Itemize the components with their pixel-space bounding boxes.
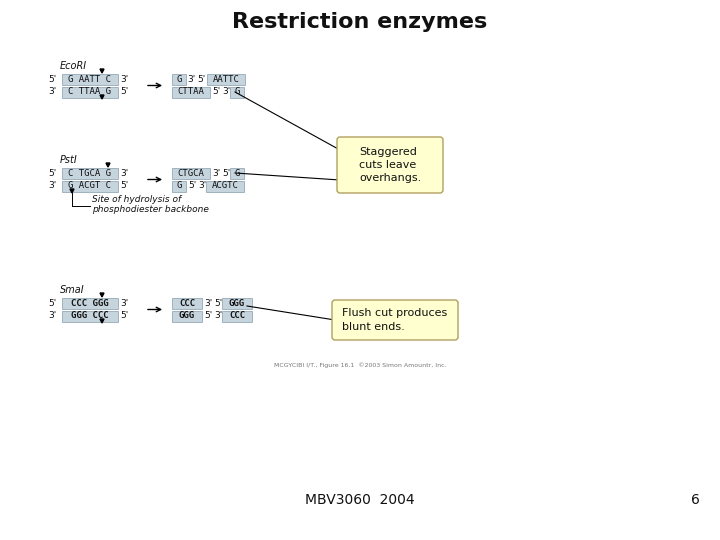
Polygon shape (100, 69, 104, 73)
Text: CCC: CCC (179, 299, 195, 307)
Text: 5': 5' (212, 87, 220, 97)
Text: 5': 5' (188, 181, 197, 191)
Text: 3': 3' (204, 299, 212, 307)
Text: CTGCA: CTGCA (178, 168, 204, 178)
FancyBboxPatch shape (172, 73, 186, 84)
FancyBboxPatch shape (337, 137, 443, 193)
FancyBboxPatch shape (172, 180, 186, 192)
Text: 3': 3' (120, 168, 128, 178)
Text: 5': 5' (204, 312, 212, 321)
Text: PstI: PstI (60, 155, 78, 165)
FancyBboxPatch shape (230, 86, 244, 98)
Polygon shape (100, 95, 104, 99)
Text: 5': 5' (214, 299, 222, 307)
Text: 3': 3' (222, 87, 230, 97)
Text: ACGTC: ACGTC (212, 181, 238, 191)
Text: 5': 5' (48, 299, 56, 307)
FancyBboxPatch shape (172, 86, 210, 98)
Text: 3': 3' (48, 181, 56, 191)
Text: 3': 3' (187, 75, 195, 84)
Text: 5': 5' (120, 87, 128, 97)
FancyBboxPatch shape (332, 300, 458, 340)
Text: phosphodiester backbone: phosphodiester backbone (92, 205, 209, 214)
Polygon shape (100, 319, 104, 323)
Text: Site of hydrolysis of: Site of hydrolysis of (92, 195, 181, 204)
FancyBboxPatch shape (172, 167, 210, 179)
Text: CCC GGG: CCC GGG (71, 299, 109, 307)
FancyBboxPatch shape (62, 298, 118, 308)
FancyBboxPatch shape (62, 73, 118, 84)
FancyBboxPatch shape (222, 298, 252, 308)
Text: CCC: CCC (229, 312, 245, 321)
Text: Restriction enzymes: Restriction enzymes (233, 12, 487, 32)
Text: 3': 3' (120, 299, 128, 307)
Polygon shape (70, 189, 74, 193)
Text: G: G (234, 87, 240, 97)
Text: 5': 5' (222, 168, 230, 178)
Text: 3': 3' (214, 312, 222, 321)
FancyBboxPatch shape (62, 180, 118, 192)
Text: 5': 5' (48, 75, 56, 84)
Text: 5': 5' (120, 181, 128, 191)
Text: 6: 6 (690, 493, 699, 507)
Text: G: G (176, 75, 181, 84)
Text: EcoRI: EcoRI (60, 61, 87, 71)
FancyBboxPatch shape (172, 298, 202, 308)
Text: 3': 3' (198, 181, 206, 191)
Text: C TGCA G: C TGCA G (68, 168, 112, 178)
Text: MBV3060  2004: MBV3060 2004 (305, 493, 415, 507)
FancyBboxPatch shape (206, 180, 244, 192)
FancyBboxPatch shape (62, 310, 118, 321)
Text: G: G (176, 181, 181, 191)
Text: G: G (234, 168, 240, 178)
Text: Flush cut produces
blunt ends.: Flush cut produces blunt ends. (343, 308, 448, 332)
Text: CTTAA: CTTAA (178, 87, 204, 97)
Text: AATTC: AATTC (212, 75, 240, 84)
Text: SmaI: SmaI (60, 285, 85, 295)
FancyBboxPatch shape (222, 310, 252, 321)
Text: 5': 5' (48, 168, 56, 178)
FancyBboxPatch shape (207, 73, 245, 84)
Text: 3': 3' (120, 75, 128, 84)
FancyBboxPatch shape (230, 167, 244, 179)
Text: GGG: GGG (229, 299, 245, 307)
Text: G AATT C: G AATT C (68, 75, 112, 84)
FancyBboxPatch shape (172, 310, 202, 321)
Text: G ACGT C: G ACGT C (68, 181, 112, 191)
Text: Staggered
cuts leave
overhangs.: Staggered cuts leave overhangs. (359, 147, 421, 183)
Text: MCGYCIBI I/T., Figure 16.1  ©2003 Simon Amountr, Inc.: MCGYCIBI I/T., Figure 16.1 ©2003 Simon A… (274, 362, 446, 368)
Text: GGG CCC: GGG CCC (71, 312, 109, 321)
Text: 5': 5' (197, 75, 205, 84)
Text: 3': 3' (48, 87, 56, 97)
Text: 5': 5' (120, 312, 128, 321)
Text: 3': 3' (48, 312, 56, 321)
Polygon shape (106, 163, 110, 167)
Text: GGG: GGG (179, 312, 195, 321)
Polygon shape (100, 293, 104, 297)
Text: 3': 3' (212, 168, 220, 178)
Text: C TTAA G: C TTAA G (68, 87, 112, 97)
FancyBboxPatch shape (62, 167, 118, 179)
FancyBboxPatch shape (62, 86, 118, 98)
